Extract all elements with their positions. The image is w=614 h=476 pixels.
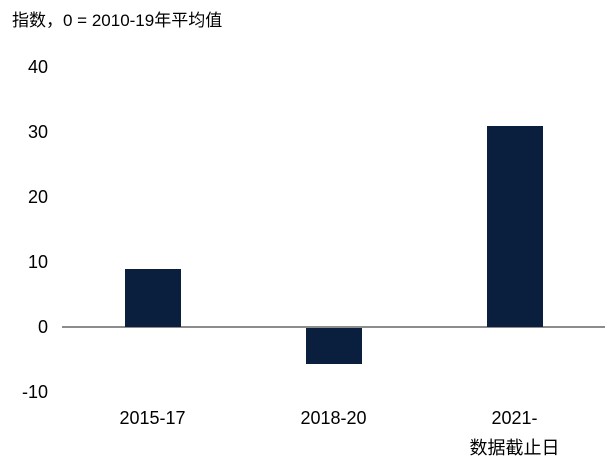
y-axis-tick-label: 0 [37,317,48,337]
x-axis-label: 2021- [491,408,538,428]
y-axis-tick-label: 40 [27,57,48,77]
chart-title: 指数，0 = 2010-19年平均值 [12,11,223,30]
zero-axis-line [62,326,605,328]
y-axis-tick-label: -10 [21,382,48,402]
bar-2 [486,125,543,327]
y-axis-tick-label: 10 [27,252,48,272]
bar-1 [305,328,362,364]
bar-0 [124,268,181,327]
x-axis-label: 2015-17 [119,408,186,428]
x-axis-label: 2018-20 [300,408,367,428]
y-axis-tick-label: 20 [27,187,48,207]
x-axis-label: 数据截止日 [469,438,560,458]
y-axis-tick-label: 30 [27,122,48,142]
